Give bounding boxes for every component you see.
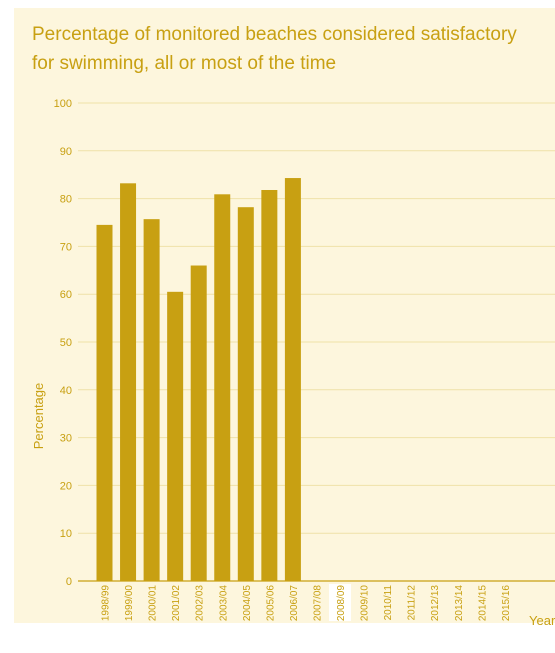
bar [96,224,113,581]
y-axis: 0 10 20 30 40 50 60 70 80 90 100 [54,98,72,588]
y-tick-label: 50 [60,337,72,349]
bar [120,183,137,581]
y-tick-label: 20 [60,480,72,492]
y-tick-label: 60 [60,289,72,301]
highlight-box [329,584,351,621]
y-axis-label: Percentage [31,383,46,450]
x-tick-label: 2014/15 [477,585,488,622]
x-tick-label: 2001/02 [171,585,182,622]
chart-title: Percentage of monitored beaches consider… [32,24,517,74]
x-tick-label: 2004/05 [242,585,253,622]
y-tick-label: 100 [54,98,72,110]
bars [96,178,301,582]
y-tick-label: 90 [60,146,72,158]
x-tick-label: 2009/10 [360,585,371,622]
x-tick-label: 1998/99 [101,585,112,622]
x-tick-label: 2010/11 [383,585,394,621]
y-tick-label: 40 [60,385,72,397]
x-tick-label: 2003/04 [218,585,229,622]
x-tick-label: 2006/07 [289,585,300,622]
x-tick-label: 2008/09 [336,585,347,622]
y-tick-label: 80 [60,194,72,206]
x-tick-label: 1999/00 [124,585,135,622]
bar [167,291,184,581]
x-tick-label: 2002/03 [195,585,206,622]
x-tick-label: 2015/16 [501,585,512,622]
bar [284,178,301,581]
bar [190,265,207,581]
x-axis-label: Year [529,613,555,628]
bar [214,194,231,581]
y-tick-label: 0 [66,576,72,588]
y-tick-label: 70 [60,241,72,253]
x-tick-label: 2000/01 [148,585,159,622]
x-tick-label: 2005/06 [265,585,276,622]
bar [261,189,278,581]
x-tick-label: 2013/14 [454,585,465,622]
y-tick-label: 10 [60,528,72,540]
x-tick-label: 2011/12 [407,585,418,621]
y-tick-label: 30 [60,433,72,445]
x-tick-label: 2007/08 [312,585,323,622]
x-axis: 1998/99 1999/00 2000/01 2001/02 2002/03 2003/… [78,580,555,622]
bar [143,219,160,582]
x-tick-label: 2012/13 [430,585,441,622]
bar [237,207,254,582]
